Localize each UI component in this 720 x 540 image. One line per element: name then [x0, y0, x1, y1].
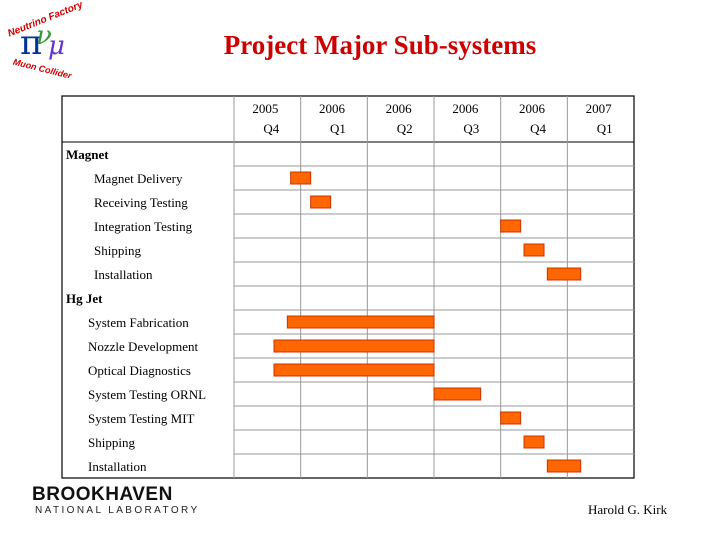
task-label: Shipping	[88, 435, 135, 450]
task-bar	[310, 195, 332, 209]
author-name: Harold G. Kirk	[588, 502, 668, 517]
task-bar	[523, 243, 545, 257]
task-label: Receiving Testing	[94, 195, 188, 210]
neutrino-factory-logo: Neutrino Factory π ν μ Muon Collider	[6, 2, 82, 78]
column-year-label: 2007	[586, 101, 613, 116]
task-label: Installation	[88, 459, 147, 474]
column-quarter-label: Q3	[463, 121, 479, 136]
logo-nu: ν	[36, 21, 52, 51]
task-label: Nozzle Development	[88, 339, 198, 354]
column-quarter-label: Q4	[263, 121, 279, 136]
task-bar	[500, 411, 522, 425]
column-quarter-label: Q1	[330, 121, 346, 136]
brookhaven-name: BROOKHAVEN	[32, 484, 173, 505]
task-bar	[290, 171, 312, 185]
group-label: Magnet	[66, 147, 109, 162]
task-bar	[523, 435, 545, 449]
gantt-chart: 2005 Q4 2006 Q1 2006 Q2 2006 Q3 2006 Q4 2007 Q1 Mag…	[61, 95, 635, 479]
task-label: Integration Testing	[94, 219, 193, 234]
task-bar	[286, 315, 435, 329]
task-bar	[546, 267, 582, 281]
gantt-labels: Magnet Magnet Delivery Receiving Testing In…	[66, 147, 206, 474]
task-label: System Testing MIT	[88, 411, 195, 426]
group-label: Hg Jet	[66, 291, 103, 306]
task-label: Optical Diagnostics	[88, 363, 191, 378]
column-quarter-label: Q1	[597, 121, 613, 136]
gantt-header: 2005 Q4 2006 Q1 2006 Q2 2006 Q3 2006 Q4 2007 Q1	[252, 101, 612, 136]
task-bar	[273, 363, 435, 377]
slide-title: Project Major Sub-systems	[223, 30, 537, 60]
logo-pi: π	[20, 23, 42, 63]
logo-mu: μ	[48, 31, 65, 61]
column-quarter-label: Q2	[397, 121, 413, 136]
task-bar	[273, 339, 435, 353]
column-quarter-label: Q4	[530, 121, 546, 136]
brookhaven-subtitle: NATIONAL LABORATORY	[35, 505, 200, 516]
task-bar	[433, 387, 482, 401]
column-year-label: 2005	[252, 101, 278, 116]
task-label: Installation	[94, 267, 153, 282]
column-year-label: 2006	[452, 101, 479, 116]
column-year-label: 2006	[519, 101, 546, 116]
column-year-label: 2006	[386, 101, 413, 116]
column-year-label: 2006	[319, 101, 346, 116]
brookhaven-logo: BROOKHAVEN NATIONAL LABORATORY	[32, 484, 202, 520]
gantt-border	[61, 95, 635, 479]
task-label: Magnet Delivery	[94, 171, 183, 186]
gantt-grid	[61, 95, 635, 479]
task-bar	[546, 459, 582, 473]
task-label: System Fabrication	[88, 315, 189, 330]
task-label: Shipping	[94, 243, 141, 258]
task-label: System Testing ORNL	[88, 387, 206, 402]
task-bar	[500, 219, 522, 233]
gantt-bars	[273, 171, 582, 473]
